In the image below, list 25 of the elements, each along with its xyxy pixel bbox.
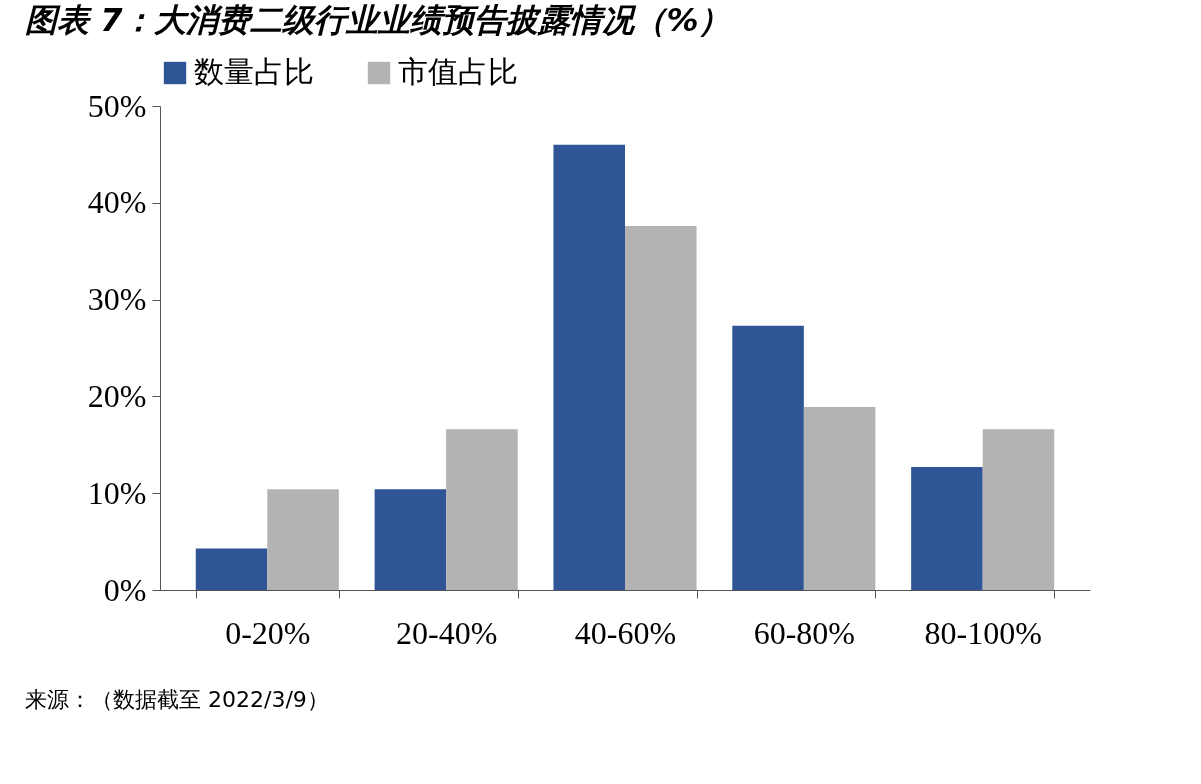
y-tick-label: 30% xyxy=(87,281,147,318)
x-tick-label: 40-60% xyxy=(574,614,677,651)
x-tick-label: 60-80% xyxy=(753,614,855,651)
x-tick-label: 80-100% xyxy=(924,614,1042,651)
bar xyxy=(446,429,518,590)
legend-label: 数量占比 xyxy=(194,54,314,89)
bar xyxy=(732,325,804,590)
bar xyxy=(195,548,268,590)
x-tick-label: 20-40% xyxy=(396,614,498,651)
source-note: 来源：（数据截至 2022/3/9） xyxy=(25,687,329,712)
bar xyxy=(625,226,697,590)
bar xyxy=(911,467,983,590)
bar xyxy=(553,144,625,590)
y-tick-label: 40% xyxy=(87,184,147,221)
chart-title: 图表 7：大消费二级行业业绩预告披露情况（%） xyxy=(25,1,731,39)
legend-label: 市值占比 xyxy=(398,54,518,89)
y-tick-label: 50% xyxy=(87,87,147,124)
y-tick-label: 10% xyxy=(87,474,147,511)
x-tick-label: 0-20% xyxy=(225,614,311,651)
bar xyxy=(982,429,1055,590)
bar xyxy=(803,407,876,590)
bar xyxy=(374,489,447,590)
bar xyxy=(267,489,339,590)
y-tick-label: 20% xyxy=(87,377,147,414)
y-tick-label: 0% xyxy=(103,571,147,608)
